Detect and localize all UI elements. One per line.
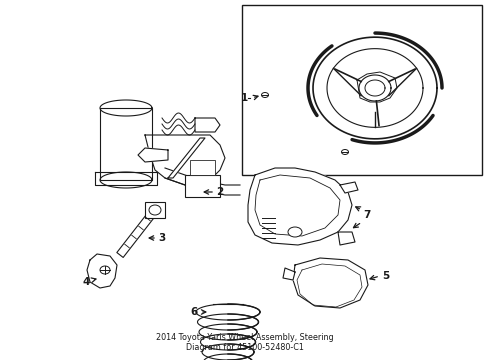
Text: 4: 4 <box>83 277 90 287</box>
Polygon shape <box>117 208 158 257</box>
Bar <box>100 108 152 180</box>
Polygon shape <box>283 268 295 280</box>
Polygon shape <box>293 258 368 308</box>
Text: 5: 5 <box>382 271 389 281</box>
Polygon shape <box>248 168 352 245</box>
Bar <box>145 202 165 218</box>
Bar <box>190 160 215 175</box>
Polygon shape <box>338 232 355 245</box>
Ellipse shape <box>149 205 161 215</box>
Text: 1: 1 <box>241 93 248 103</box>
Polygon shape <box>145 135 225 185</box>
Ellipse shape <box>342 149 348 154</box>
Polygon shape <box>195 118 220 132</box>
Polygon shape <box>87 254 117 288</box>
Bar <box>242 5 482 175</box>
Text: 3: 3 <box>158 233 165 243</box>
Text: 6: 6 <box>191 307 198 317</box>
Ellipse shape <box>288 227 302 237</box>
Polygon shape <box>168 138 205 178</box>
Bar <box>185 175 220 197</box>
Text: 7: 7 <box>363 210 370 220</box>
Text: 2: 2 <box>216 187 223 197</box>
Polygon shape <box>340 182 358 193</box>
Text: 2014 Toyota Yaris Wheel Assembly, Steering
Diagram for 45100-52480-C1: 2014 Toyota Yaris Wheel Assembly, Steeri… <box>156 333 334 352</box>
Ellipse shape <box>262 93 269 98</box>
Ellipse shape <box>100 266 110 274</box>
Polygon shape <box>138 148 168 162</box>
